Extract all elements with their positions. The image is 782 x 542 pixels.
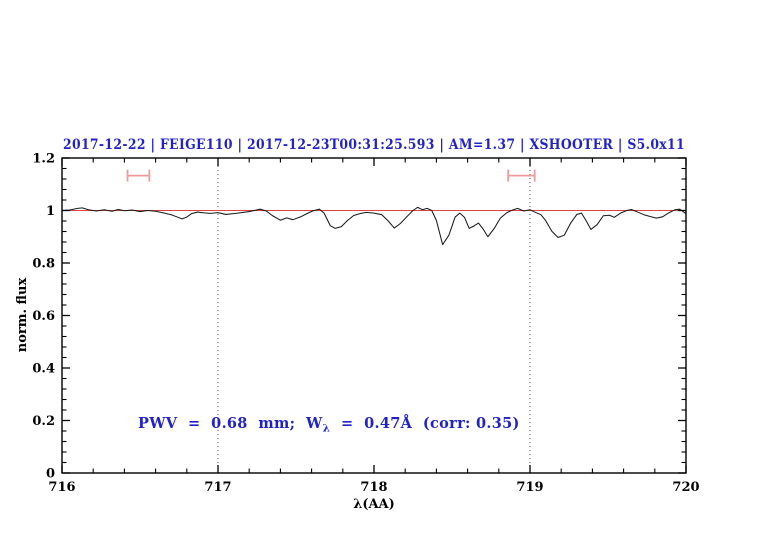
pwv-annotation: PWV = 0.68 mm; Wλ = 0.47Å (corr: 0.35)	[138, 414, 520, 435]
spectrum-path	[61, 206, 687, 246]
y-tick-label: 1.2	[32, 152, 55, 167]
y-tick-label: 1	[46, 204, 55, 219]
plot-title: 2017-12-22 | FEIGE110 | 2017-12-23T00:31…	[63, 137, 685, 153]
x-tick-label: 717	[204, 480, 231, 495]
x-tick-label: 716	[48, 480, 75, 495]
pwv-annotation-prefix: PWV = 0.68 mm; W	[138, 415, 323, 432]
y-tick-label: 0.4	[32, 362, 55, 377]
x-tick-label: 718	[360, 480, 387, 495]
y-tick-label: 0.8	[32, 257, 55, 272]
y-tick-label: 0.2	[32, 414, 55, 429]
pwv-error-bars	[126, 169, 536, 182]
x-tick-label: 720	[672, 480, 699, 495]
x-axis-label: λ(AA)	[353, 497, 395, 512]
y-tick-label: 0.6	[32, 309, 55, 324]
y-tick-label: 0	[46, 467, 55, 482]
pwv-annotation-subscript: λ	[323, 423, 331, 435]
y-axis-ticks: 0 0.2 0.4 0.6 0.8 1 1.2	[32, 152, 686, 482]
pwv-annotation-suffix: = 0.47Å (corr: 0.35)	[330, 414, 519, 432]
x-axis-ticks: 716 717 718 719 720	[48, 158, 700, 495]
x-tick-label: 719	[516, 480, 543, 495]
spectrum-line	[61, 206, 687, 246]
y-axis-label: norm. flux	[15, 278, 30, 353]
